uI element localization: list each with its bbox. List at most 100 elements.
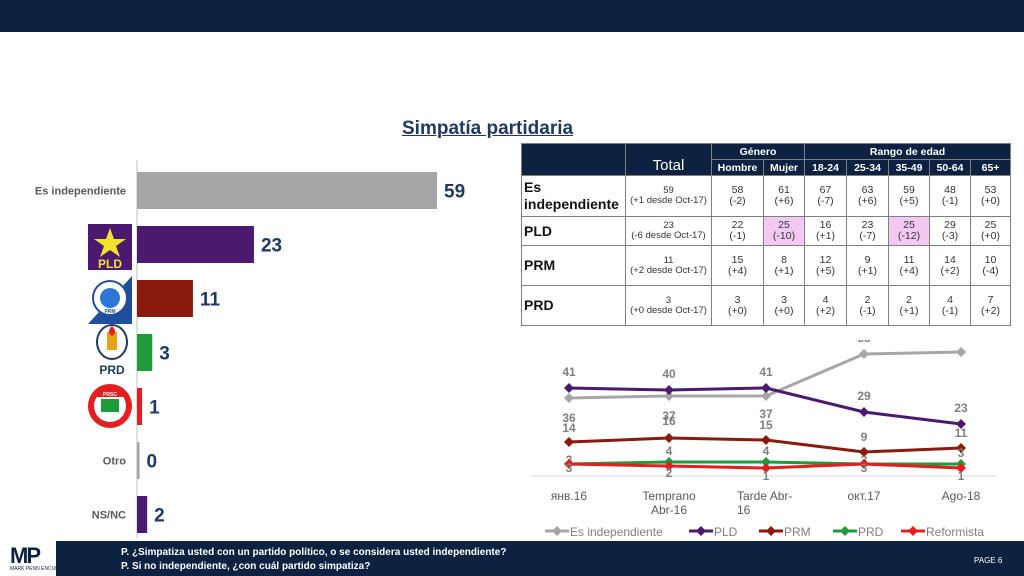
cell-value: 63 <box>861 184 874 196</box>
x-tick-label: Temprano Abr-16 <box>642 489 696 517</box>
question-2: P. Si no independiente, ¿con cuál partid… <box>121 561 371 572</box>
bar-value-label: 59 <box>444 182 465 203</box>
data-label: 3 <box>566 461 573 475</box>
segment-table-wrapper: Total Género Rango de edad Hombre Mujer … <box>521 143 1012 326</box>
cell-change: (-12) <box>897 230 921 242</box>
cell-change: (+1) <box>899 304 919 317</box>
cell-value: 3 <box>781 293 787 306</box>
segment-cell: 12 (+5) <box>804 245 848 286</box>
bar-chart: 59 23 11 3 1 0 2 Es independiente Otro NS/NC PLD PR… <box>35 160 465 538</box>
cell-value: 29 <box>944 219 956 231</box>
cell-change: (+6) <box>858 195 877 207</box>
top-banner <box>0 0 1024 32</box>
cell-change: (-1) <box>941 195 959 207</box>
segment-cell: 4 (-1) <box>929 285 972 326</box>
cell-value: 53 <box>984 184 997 196</box>
data-point <box>761 457 771 467</box>
cell-change: (+1) <box>858 264 877 277</box>
total-value: 11 <box>663 254 674 266</box>
total-cell: 11 (+2 desde Oct-17) <box>625 245 712 286</box>
header-total: Total <box>625 143 712 176</box>
cell-value: 25 <box>778 219 790 231</box>
data-label: 29 <box>857 389 871 403</box>
legend-item: PRM <box>759 525 811 539</box>
segment-cell: 3 (+0) <box>711 285 764 326</box>
cell-value: 16 <box>819 219 832 231</box>
total-value: 59 <box>663 185 674 196</box>
cell-change: (+4) <box>728 264 747 277</box>
cell-value: 25 <box>903 219 915 231</box>
series-reformista: 3 2 1 3 1 <box>564 459 966 483</box>
data-label: 9 <box>861 430 868 444</box>
bar <box>137 172 437 209</box>
segment-cell: 2 (+1) <box>888 285 931 326</box>
bar <box>137 226 254 263</box>
segment-cell: 15 (+4) <box>711 245 764 286</box>
segment-cell: 9 (+1) <box>846 245 890 286</box>
data-point <box>956 419 966 429</box>
data-label: 14 <box>562 421 576 435</box>
segment-cell: 58 (-2) <box>711 175 764 217</box>
total-value: 23 <box>663 220 674 231</box>
segment-cell: 67 (-7) <box>804 175 848 217</box>
cell-change: (+1) <box>816 230 835 242</box>
footer-bar <box>0 541 1024 576</box>
cell-change: (+2) <box>816 304 835 317</box>
data-label: 37 <box>759 407 773 421</box>
bar-category-label: Es independiente <box>35 186 126 198</box>
bar <box>137 280 193 317</box>
cell-change: (-7) <box>859 230 876 242</box>
prsc-logo: PRSC <box>88 384 132 428</box>
segment-cell: 23 (-7) <box>846 216 890 246</box>
total-change: (+2 desde Oct-17) <box>630 264 707 276</box>
legend-item: PRD <box>833 525 884 539</box>
segment-cell: 25 (+0) <box>970 216 1012 246</box>
bar-category-label: Otro <box>103 456 127 468</box>
x-tick-label: Ago-18 <box>942 489 981 503</box>
x-tick-label: янв.16 <box>551 489 588 503</box>
header-hombre: Hombre <box>711 159 764 176</box>
mark-penn-logo: MP <box>10 543 41 568</box>
cell-change: (+0) <box>774 304 794 317</box>
data-label: 23 <box>954 401 968 415</box>
svg-text:PRD: PRD <box>99 363 125 377</box>
bar-category-label: NS/NC <box>92 510 126 522</box>
cell-change: (+5) <box>816 264 835 277</box>
total-change: (-6 desde Oct-17) <box>631 230 706 241</box>
logo-box <box>0 541 56 576</box>
data-point <box>761 435 771 445</box>
data-label: 15 <box>759 418 773 432</box>
cell-change: (-1) <box>941 304 959 317</box>
data-point <box>564 459 574 469</box>
header-18-24: 18-24 <box>804 159 848 176</box>
page-title: Simpatía partidaria <box>402 118 574 139</box>
data-point <box>761 383 771 393</box>
data-point <box>859 349 869 359</box>
row-label: PRM <box>521 245 626 286</box>
bar-value-label: 3 <box>159 344 170 365</box>
total-value: 3 <box>665 294 672 306</box>
segment-cell: 3 (+0) <box>762 285 806 326</box>
data-label: 2 <box>666 466 673 480</box>
segment-cell: 14 (+2) <box>929 245 972 286</box>
total-change: (+0 desde Oct-17) <box>630 304 707 316</box>
svg-text:PRSC: PRSC <box>103 392 117 398</box>
data-point <box>564 393 574 403</box>
segment-cell: 59 (+5) <box>888 175 931 217</box>
data-label: 40 <box>662 367 676 381</box>
data-label: 1 <box>958 469 965 483</box>
cell-value: 8 <box>781 253 787 266</box>
bar <box>137 496 148 533</box>
x-tick-label: Tarde Abr-16 <box>737 489 792 517</box>
header-mujer: Mujer <box>762 159 806 176</box>
cell-value: 10 <box>984 253 997 266</box>
legend-item: PLD <box>689 525 738 539</box>
legend-label: PRD <box>858 525 884 539</box>
data-label: 58 <box>857 340 871 345</box>
data-label: 41 <box>562 365 576 379</box>
table-row: PRD 3 (+0 desde Oct-17) 3 (+0) 3 (+0) 4 (+2) 2 (-1… <box>521 285 1012 326</box>
segment-cell: 10 (-4) <box>970 245 1012 286</box>
svg-text:PRM: PRM <box>104 309 115 315</box>
row-label: PRD <box>521 285 626 326</box>
bar <box>137 334 153 371</box>
